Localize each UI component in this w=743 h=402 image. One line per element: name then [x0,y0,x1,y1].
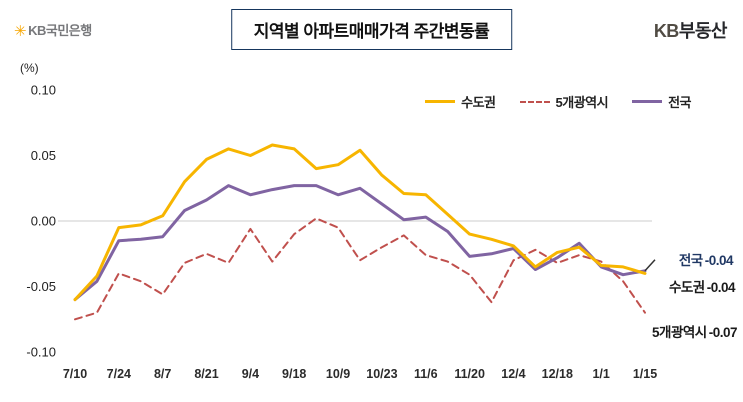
chart-series-전국 [73,184,647,302]
x-tick-label: 1/1 [592,367,609,381]
x-tick-label: 8/7 [154,367,171,381]
y-tick-label: 0.05 [31,148,56,163]
legend-line-sample-jeonguk [632,100,663,103]
page-title: 지역별 아파트매매가격 주간변동률 [230,9,513,50]
legend-label-sudogwon: 수도권 [461,95,496,110]
x-tick-label: 11/20 [454,367,485,381]
legend-line-sample-sudogwon [425,100,456,103]
brand-kb-text: KB [653,21,680,41]
x-tick-label: 12/4 [501,367,525,381]
annotation-value: -0.04 [704,253,734,268]
kb-real-estate-brand: KB부동산 [653,17,728,43]
x-tick-label: 10/23 [366,367,397,381]
annotation-label: 5개광역시 [652,325,707,340]
legend-line-sample-5-metro-cities [519,100,550,103]
x-tick-label: 11/6 [414,367,438,381]
jeonguk-annotation-leader-line [644,259,656,272]
x-tick-label: 1/15 [633,367,657,381]
chart-legend: 수도권 5개광역시 전국 [425,92,691,111]
bank-logo-text: KB국민은행 [28,23,92,38]
annotation-label: 수도권 [668,280,705,295]
x-tick-label: 9/18 [282,367,306,381]
x-tick-label: 12/18 [542,367,573,381]
legend-label-5-metro-cities: 5개광역시 [555,95,609,110]
legend-item-5-metro-cities: 5개광역시 [519,92,609,111]
y-axis-unit-label: (%) [20,61,39,75]
y-tick-label: 0.00 [31,214,56,229]
annotation-5-metro-cities: 5개광역시 -0.07 [652,321,739,341]
legend-label-jeonguk: 전국 [668,95,691,110]
brand-rest-text: 부동산 [678,21,728,41]
x-tick-label: 7/10 [63,367,87,381]
chart-series-5개광역시 [74,217,646,321]
x-tick-label: 8/21 [194,367,218,381]
chart-series-수도권 [73,143,647,302]
annotation-value: -0.04 [706,280,736,295]
x-tick-label: 7/24 [107,367,131,381]
x-tick-label: 9/4 [242,367,259,381]
annotation-jeonguk: 전국 -0.04 [679,249,735,269]
y-tick-label: 0.10 [31,83,56,98]
x-tick-label: 10/9 [326,367,350,381]
y-tick-label: -0.10 [26,345,56,360]
annotation-sudogwon: 수도권 -0.04 [669,276,737,296]
legend-item-sudogwon: 수도권 [425,92,496,111]
kb-bank-logo: ✳ KB국민은행 [14,20,92,40]
kb-star-icon: ✳ [14,23,27,40]
annotation-label: 전국 [678,253,703,268]
annotation-value: -0.07 [708,325,738,340]
legend-item-jeonguk: 전국 [632,92,691,111]
y-tick-label: -0.05 [26,279,56,294]
